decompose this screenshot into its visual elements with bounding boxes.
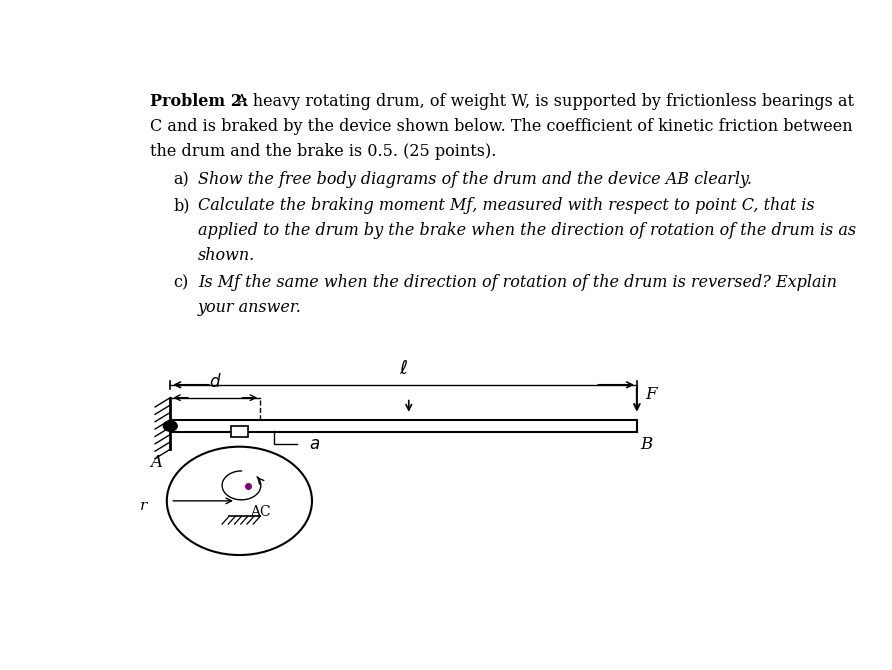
Text: $a$: $a$	[309, 436, 319, 453]
Bar	[231, 426, 248, 438]
Text: applied to the drum by the brake when the direction of rotation of the drum is a: applied to the drum by the brake when th…	[198, 222, 856, 239]
Text: C and is braked by the device shown below. The coefficient of kinetic friction b: C and is braked by the device shown belo…	[150, 118, 852, 135]
Text: shown.: shown.	[198, 247, 255, 264]
Text: Show the free body diagrams of the drum and the device AB clearly.: Show the free body diagrams of the drum …	[198, 172, 752, 188]
Text: B: B	[640, 436, 653, 454]
Text: $\ell$: $\ell$	[399, 359, 409, 378]
Text: b): b)	[174, 197, 190, 214]
Text: Is Mƒ the same when the direction of rotation of the drum is reversed? Explain: Is Mƒ the same when the direction of rot…	[198, 274, 837, 291]
Text: Problem 2:: Problem 2:	[150, 93, 247, 111]
Text: A heavy rotating drum, of weight W, is supported by frictionless bearings at: A heavy rotating drum, of weight W, is s…	[231, 93, 855, 111]
Text: your answer.: your answer.	[198, 299, 301, 316]
Text: A: A	[151, 454, 162, 472]
Text: F: F	[645, 386, 657, 403]
Text: Calculate the braking moment Mƒ, measured with respect to point C, that is: Calculate the braking moment Mƒ, measure…	[198, 197, 814, 214]
Text: the drum and the brake is 0.5. (25 points).: the drum and the brake is 0.5. (25 point…	[150, 143, 496, 160]
Text: a): a)	[174, 172, 189, 188]
Text: AC: AC	[250, 505, 270, 519]
Text: r: r	[140, 499, 147, 513]
Text: c): c)	[174, 274, 189, 291]
Circle shape	[163, 421, 178, 431]
Text: $d$: $d$	[209, 373, 221, 391]
